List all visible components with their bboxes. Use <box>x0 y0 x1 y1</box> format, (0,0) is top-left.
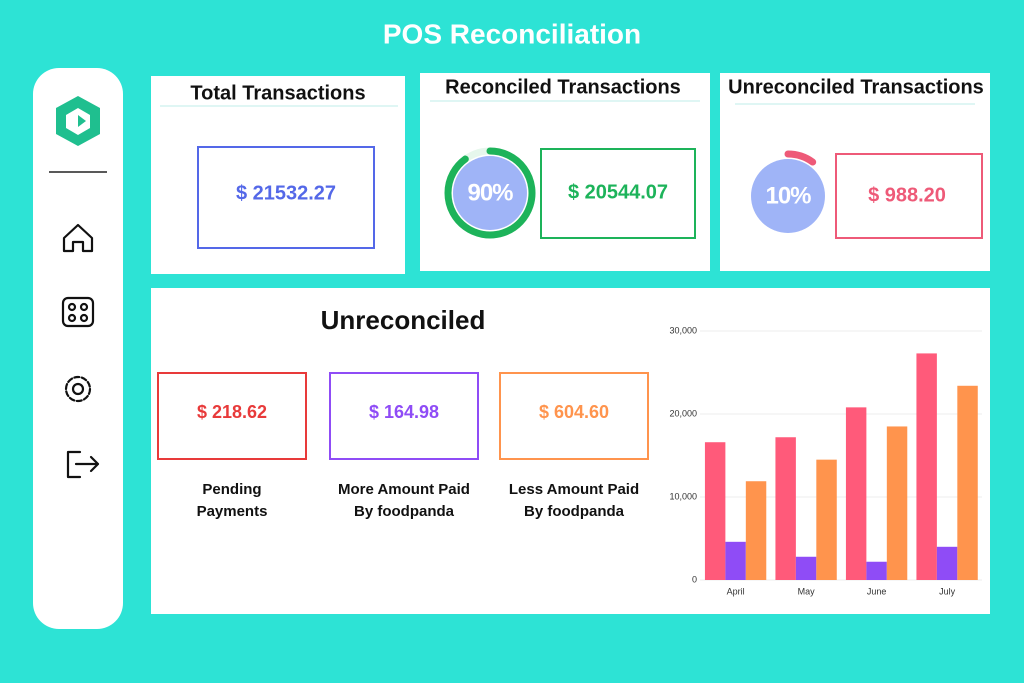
amount-box <box>157 372 307 460</box>
bar <box>957 385 978 580</box>
page-title: POS Reconciliation <box>383 18 641 49</box>
item-label: By foodpanda <box>524 503 625 520</box>
item-label: Payments <box>197 503 268 520</box>
panel-title: Unreconciled <box>321 305 486 335</box>
amount: $ 988.20 <box>868 184 946 206</box>
logout-icon[interactable] <box>66 450 100 479</box>
bar <box>795 556 817 580</box>
bar <box>916 353 937 580</box>
settings-icon[interactable] <box>64 375 92 403</box>
amount: $ 20544.07 <box>568 181 668 203</box>
x-tick-label: June <box>867 586 887 596</box>
x-tick-label: May <box>798 586 816 596</box>
ring-arc <box>444 147 536 239</box>
logo <box>56 96 100 146</box>
home-icon[interactable] <box>62 223 94 253</box>
x-tick-label: April <box>727 586 745 596</box>
bar <box>886 426 908 580</box>
item-label: By foodpanda <box>354 503 455 520</box>
bar <box>725 541 746 580</box>
ring-label: 10% <box>765 182 811 209</box>
item-label: Less Amount Paid <box>509 481 639 498</box>
amount: $ 164.98 <box>369 402 439 422</box>
amount: $ 218.62 <box>197 402 267 422</box>
bar <box>745 481 767 580</box>
y-tick-label: 30,000 <box>669 325 697 335</box>
bar <box>936 546 958 580</box>
amount-box <box>197 146 375 249</box>
amount-box <box>329 372 479 460</box>
amount: $ 604.60 <box>539 402 609 422</box>
total-card <box>151 76 405 274</box>
bar <box>704 442 726 580</box>
bar <box>866 561 887 580</box>
ring-center <box>751 159 825 233</box>
y-tick-label: 10,000 <box>669 491 697 501</box>
bar <box>775 437 796 580</box>
sidebar <box>33 68 123 629</box>
amount-box <box>835 153 983 239</box>
amount-box <box>540 148 696 239</box>
card-title: Reconciled Transactions <box>445 76 681 98</box>
y-tick-label: 0 <box>692 574 697 584</box>
x-tick-label: July <box>939 586 956 596</box>
item-label: More Amount Paid <box>338 481 470 498</box>
card-title: Total Transactions <box>190 82 365 104</box>
ring-center <box>453 156 527 230</box>
item-label: Pending <box>202 481 261 498</box>
y-tick-label: 20,000 <box>669 408 697 418</box>
dashboard-icon[interactable] <box>61 296 95 328</box>
ring-arc <box>784 150 817 166</box>
amount-box <box>499 372 649 460</box>
bar <box>816 459 837 580</box>
bar <box>845 407 867 580</box>
card-title: Unreconciled Transactions <box>728 76 984 98</box>
ring-label: 90% <box>467 179 513 206</box>
amount: $ 21532.27 <box>236 182 336 204</box>
